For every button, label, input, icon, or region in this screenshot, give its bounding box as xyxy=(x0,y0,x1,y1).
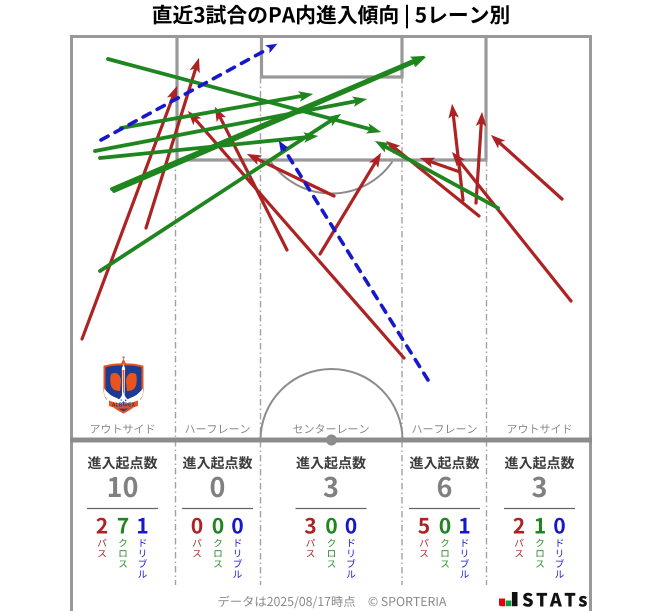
svg-text:ALBIREX: ALBIREX xyxy=(112,403,136,409)
